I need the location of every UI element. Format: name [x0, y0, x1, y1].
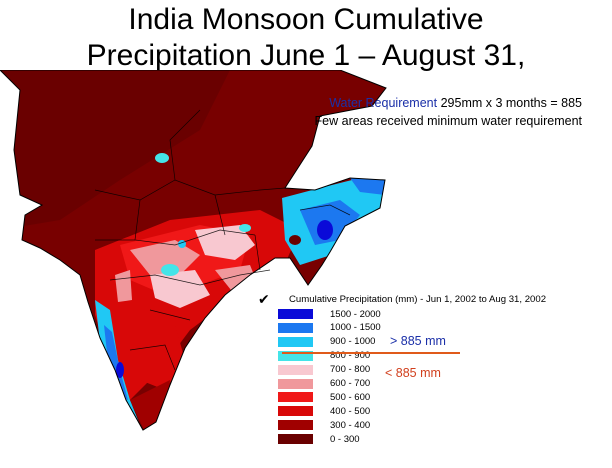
legend-item: 700 - 800 [278, 364, 370, 376]
india-precipitation-map [0, 70, 440, 468]
legend-item: 1000 - 1500 [278, 322, 381, 334]
note-calc: 295mm x 3 months = 885 [440, 96, 582, 110]
note-line-2: Few areas received minimum water require… [314, 114, 582, 128]
legend-range-label: 800 - 900 [330, 350, 371, 362]
note-line-1: Water Requirement 295mm x 3 months = 885 [315, 94, 582, 112]
legend-item: 500 - 600 [278, 391, 370, 403]
legend-range-label: 400 - 500 [330, 405, 371, 417]
legend-item: 300 - 400 [278, 419, 370, 431]
legend-range-label: 1000 - 1500 [330, 322, 381, 334]
threshold-divider-line [282, 352, 460, 354]
legend-range-label: 500 - 600 [330, 391, 371, 403]
legend-swatch [278, 364, 313, 375]
note-highlight: Water Requirement [329, 96, 438, 110]
legend-item: 1500 - 2000 [278, 308, 381, 320]
legend-item: 0 - 300 [278, 433, 360, 445]
checkmark-icon: ✔ [258, 291, 270, 307]
above-threshold-label: > 885 mm [390, 334, 446, 348]
legend-swatch [278, 350, 313, 361]
legend-swatch [278, 378, 313, 389]
water-requirement-note: Water Requirement 295mm x 3 months = 885… [315, 94, 582, 130]
legend-title: Cumulative Precipitation (mm) - Jun 1, 2… [289, 294, 547, 305]
below-threshold-label: < 885 mm [385, 366, 441, 380]
legend-range-label: 600 - 700 [330, 378, 371, 389]
legend-item: 900 - 1000 [278, 336, 375, 348]
legend-swatch [278, 420, 313, 431]
legend-range-label: 0 - 300 [330, 433, 360, 445]
legend-item: 400 - 500 [278, 405, 370, 417]
legend-swatch [278, 309, 313, 319]
legend-range-label: 300 - 400 [330, 419, 371, 431]
legend-swatch [278, 434, 313, 445]
legend-item: 800 - 900 [278, 350, 370, 362]
legend-range-label: 900 - 1000 [330, 336, 376, 348]
map-svg [0, 70, 387, 431]
title-line-2: Precipitation June 1 – August 31, [86, 39, 526, 72]
legend-range-label: 1500 - 2000 [330, 308, 381, 320]
legend-item: 600 - 700 [278, 378, 370, 390]
map-title: India Monsoon Cumulative Precipitation J… [0, 2, 612, 74]
legend-range-label: 700 - 800 [330, 364, 371, 376]
precipitation-legend: ✔ Cumulative Precipitation (mm) - Jun 1,… [258, 291, 610, 451]
legend-swatch [278, 406, 313, 417]
legend-swatch [278, 392, 313, 403]
legend-swatch [278, 336, 313, 347]
legend-swatch [278, 322, 313, 333]
title-line-1: India Monsoon Cumulative [128, 3, 484, 36]
